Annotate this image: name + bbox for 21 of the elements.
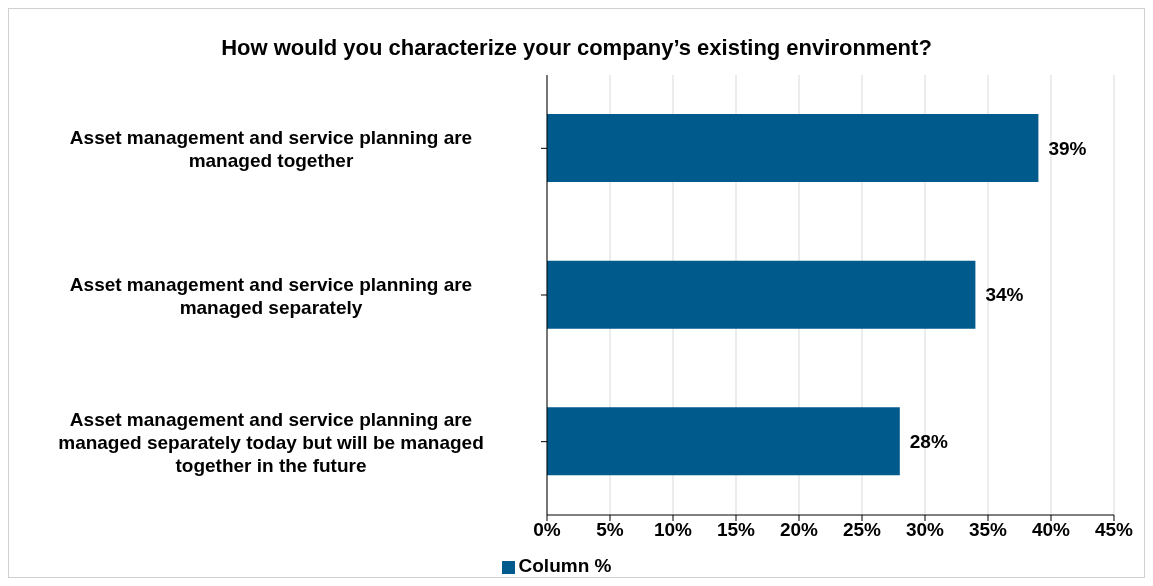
x-tick-label: 35% — [968, 519, 1008, 541]
x-tick-label: 25% — [842, 519, 882, 541]
x-tick-label: 5% — [596, 519, 624, 541]
x-tick-label: 20% — [779, 519, 819, 541]
y-tick-label: Asset management and service planning are managed together — [69, 126, 473, 171]
y-tick-label: Asset management and service planning are managed separately today but will be managed together in the future — [58, 408, 484, 476]
text: 34% — [985, 284, 1024, 306]
x-tick-label: 15% — [716, 519, 756, 541]
x-tick-label: 0% — [533, 519, 561, 541]
x-tick-label: 30% — [905, 519, 945, 541]
chart-title: How would you characterize your company’s existing environment? — [220, 34, 933, 62]
x-tick-label: 40% — [1031, 519, 1071, 541]
text: 39% — [1048, 137, 1087, 159]
bar — [547, 407, 900, 476]
bar — [547, 114, 1039, 182]
text: 28% — [909, 431, 948, 453]
legend-label: Column % — [518, 555, 612, 576]
bar — [547, 260, 976, 329]
y-tick-label: Asset management and service planning are managed separately — [69, 273, 473, 317]
x-tick-label: 10% — [653, 519, 693, 541]
x-tick-label: 45% — [1094, 519, 1134, 541]
